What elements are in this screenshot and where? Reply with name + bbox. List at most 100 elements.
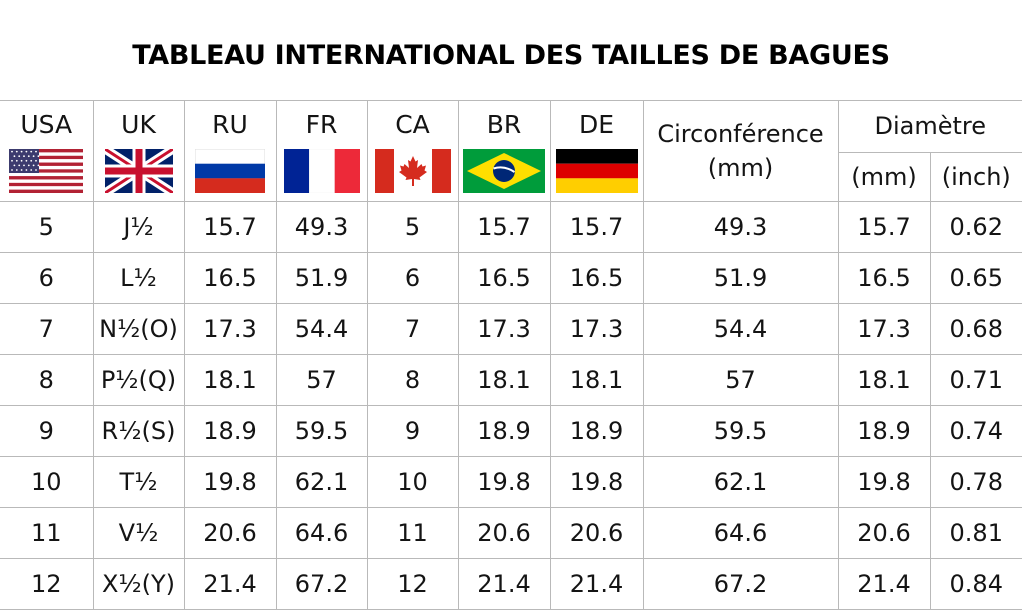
cell-ca: 10 xyxy=(366,456,459,508)
cell-circ: 67.2 xyxy=(642,558,839,610)
cell-circ: 51.9 xyxy=(642,252,839,304)
uk-flag-icon xyxy=(104,149,173,193)
ring-size-table: USA UK RU xyxy=(0,100,1022,610)
table-row: 6 L½ 16.5 51.9 6 16.5 16.5 51.9 16.5 0.65 xyxy=(0,252,1022,304)
cell-dinch: 0.81 xyxy=(929,507,1022,559)
cell-de: 21.4 xyxy=(549,558,644,610)
cell-usa: 11 xyxy=(0,507,94,559)
cell-de: 15.7 xyxy=(549,201,644,253)
cell-fr: 59.5 xyxy=(275,405,368,457)
cell-de: 17.3 xyxy=(549,303,644,355)
cell-circ: 54.4 xyxy=(642,303,839,355)
cell-de: 18.1 xyxy=(549,354,644,406)
cell-fr: 57 xyxy=(275,354,368,406)
cell-dmm: 18.9 xyxy=(837,405,931,457)
col-header-ca: CA xyxy=(366,100,459,202)
col-header-circumference: Circonférence (mm) xyxy=(642,100,839,202)
cell-ru: 18.1 xyxy=(183,354,277,406)
col-header-diameter: Diamètre xyxy=(837,100,1022,153)
col-header-diameter-inch: (inch) xyxy=(929,151,1022,202)
table-row: 8 P½(Q) 18.1 57 8 18.1 18.1 57 18.1 0.71 xyxy=(0,354,1022,406)
de-flag-icon xyxy=(555,149,638,193)
cell-usa: 7 xyxy=(0,303,94,355)
cell-dinch: 0.71 xyxy=(929,354,1022,406)
cell-uk: X½(Y) xyxy=(92,558,185,610)
table-row: 12 X½(Y) 21.4 67.2 12 21.4 21.4 67.2 21.4 0.84 xyxy=(0,558,1022,610)
col-label-fr: FR xyxy=(305,110,338,139)
cell-ca: 8 xyxy=(366,354,459,406)
cell-ca: 5 xyxy=(366,201,459,253)
cell-uk: T½ xyxy=(92,456,185,508)
fr-flag-icon xyxy=(283,149,360,193)
cell-ru: 16.5 xyxy=(183,252,277,304)
cell-br: 18.1 xyxy=(457,354,551,406)
col-header-fr: FR xyxy=(275,100,368,202)
col-header-br: BR xyxy=(457,100,551,202)
cell-dinch: 0.78 xyxy=(929,456,1022,508)
cell-br: 20.6 xyxy=(457,507,551,559)
table-row: 11 V½ 20.6 64.6 11 20.6 20.6 64.6 20.6 0.81 xyxy=(0,507,1022,559)
cell-fr: 49.3 xyxy=(275,201,368,253)
cell-dinch: 0.84 xyxy=(929,558,1022,610)
cell-dmm: 17.3 xyxy=(837,303,931,355)
cell-dmm: 20.6 xyxy=(837,507,931,559)
cell-ru: 19.8 xyxy=(183,456,277,508)
cell-dinch: 0.65 xyxy=(929,252,1022,304)
cell-uk: V½ xyxy=(92,507,185,559)
cell-de: 19.8 xyxy=(549,456,644,508)
cell-de: 18.9 xyxy=(549,405,644,457)
cell-ca: 11 xyxy=(366,507,459,559)
cell-circ: 59.5 xyxy=(642,405,839,457)
col-label-br: BR xyxy=(486,110,522,139)
col-header-usa: USA xyxy=(0,100,94,202)
col-label-uk: UK xyxy=(121,110,156,139)
cell-fr: 62.1 xyxy=(275,456,368,508)
ru-flag-icon xyxy=(195,149,265,193)
col-label-de: DE xyxy=(578,110,615,139)
table-row: 10 T½ 19.8 62.1 10 19.8 19.8 62.1 19.8 0.78 xyxy=(0,456,1022,508)
cell-br: 21.4 xyxy=(457,558,551,610)
ca-flag-icon xyxy=(374,149,451,193)
cell-ca: 12 xyxy=(366,558,459,610)
circumference-label: Circonférence xyxy=(657,120,824,148)
us-flag-icon xyxy=(9,149,84,193)
cell-dmm: 21.4 xyxy=(837,558,931,610)
cell-br: 18.9 xyxy=(457,405,551,457)
cell-circ: 62.1 xyxy=(642,456,839,508)
cell-uk: P½(Q) xyxy=(92,354,185,406)
table-row: 7 N½(O) 17.3 54.4 7 17.3 17.3 54.4 17.3 0.68 xyxy=(0,303,1022,355)
col-header-de: DE xyxy=(549,100,644,202)
cell-usa: 12 xyxy=(0,558,94,610)
cell-de: 20.6 xyxy=(549,507,644,559)
header-subrow: (mm) (inch) xyxy=(0,151,1022,202)
cell-circ: 64.6 xyxy=(642,507,839,559)
col-header-diameter-mm: (mm) xyxy=(838,151,931,202)
cell-br: 16.5 xyxy=(457,252,551,304)
cell-fr: 64.6 xyxy=(275,507,368,559)
cell-dmm: 15.7 xyxy=(837,201,931,253)
cell-ru: 21.4 xyxy=(183,558,277,610)
cell-fr: 51.9 xyxy=(275,252,368,304)
table-row: 5 J½ 15.7 49.3 5 15.7 15.7 49.3 15.7 0.62 xyxy=(0,201,1022,253)
cell-ru: 17.3 xyxy=(183,303,277,355)
cell-de: 16.5 xyxy=(549,252,644,304)
cell-uk: R½(S) xyxy=(92,405,185,457)
col-header-uk: UK xyxy=(92,100,185,202)
cell-ru: 18.9 xyxy=(183,405,277,457)
cell-uk: J½ xyxy=(92,201,185,253)
cell-ca: 9 xyxy=(366,405,459,457)
cell-usa: 9 xyxy=(0,405,94,457)
cell-dmm: 18.1 xyxy=(837,354,931,406)
br-flag-icon xyxy=(463,149,545,193)
page-title: TABLEAU INTERNATIONAL DES TAILLES DE BAG… xyxy=(132,40,890,71)
cell-uk: N½(O) xyxy=(92,303,185,355)
cell-dinch: 0.74 xyxy=(929,405,1022,457)
cell-dmm: 16.5 xyxy=(837,252,931,304)
cell-ru: 15.7 xyxy=(183,201,277,253)
cell-fr: 54.4 xyxy=(275,303,368,355)
cell-dinch: 0.62 xyxy=(929,201,1022,253)
cell-usa: 6 xyxy=(0,252,94,304)
cell-uk: L½ xyxy=(92,252,185,304)
cell-br: 15.7 xyxy=(457,201,551,253)
col-header-ru: RU xyxy=(183,100,277,202)
